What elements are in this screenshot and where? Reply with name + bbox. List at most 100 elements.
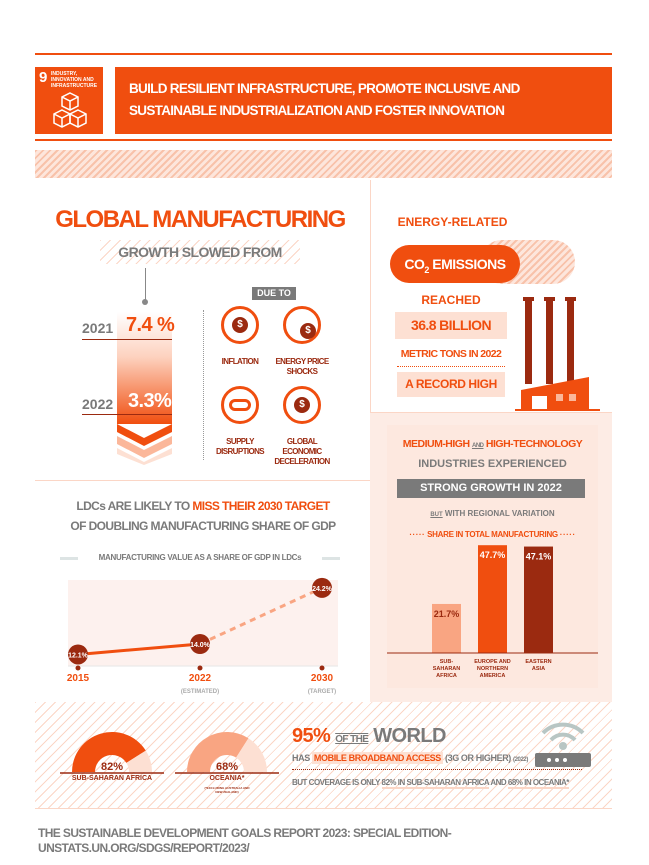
bar-value-label: 47.7%: [480, 550, 506, 560]
data-label: 12.1%: [68, 652, 89, 659]
coverage-line: BUT COVERAGE IS ONLY 82% IN SUB-SAHARAN …: [292, 777, 607, 789]
rule: [82, 414, 172, 415]
category-label: SUB-: [440, 659, 454, 665]
emissions-text: EMISSIONS: [428, 256, 506, 272]
projection-line: [199, 586, 323, 646]
due-to-label: DUE TO: [252, 287, 296, 300]
year-2021: 2021: [82, 320, 114, 336]
dotted-rule: [292, 769, 582, 770]
data-label: 24.2%: [312, 586, 333, 593]
category-label: EASTERN: [525, 659, 551, 665]
cov-b: 82% IN SUB-SAHARAN AFRICA: [381, 778, 489, 789]
category-label: AMERICA: [480, 673, 506, 679]
footer-source: THE SUSTAINABLE DEVELOPMENT GOALS REPORT…: [38, 826, 452, 855]
rule: [35, 808, 612, 809]
deco-bar: [322, 557, 340, 560]
tick-dot: [75, 665, 81, 671]
divider: [35, 480, 370, 481]
data-point: [190, 634, 210, 654]
goal-name: INDUSTRY, INNOVATION AND INFRASTRUCTURE: [51, 71, 98, 89]
broadband-line: HAS MOBILE BROADBAND ACCESS (3G OR HIGHE…: [292, 752, 528, 764]
ldc-title: LDCs ARE LIKELY TO MISS THEIR 2030 TARGE…: [38, 496, 368, 536]
cov-c: AND: [488, 778, 508, 787]
cov-d: 68% IN OCEANIA*: [507, 778, 569, 789]
wifi-router-icon: [535, 722, 591, 767]
mobile-broadband-access: MOBILE BROADBAND ACCESS: [311, 752, 443, 764]
co2-emissions-cloud: CO2 EMISSIONS: [390, 245, 520, 283]
reached-label: REACHED: [421, 293, 481, 307]
title-line: SUSTAINABLE INDUSTRIALIZATION AND FOSTER…: [129, 103, 505, 118]
x-tick-label: 2022: [189, 673, 212, 684]
rule: [82, 339, 172, 340]
subtitle-bg: [100, 240, 300, 264]
bar: [524, 546, 553, 653]
dotted-divider: [203, 310, 204, 460]
gauge-fill: [72, 732, 146, 772]
energy-price-icon: $: [283, 306, 321, 344]
growth-2021: 7.4 %: [126, 314, 175, 336]
bar: [432, 603, 461, 653]
tech-title: MEDIUM-HIGH AND HIGH-TECHNOLOGY: [387, 438, 598, 450]
gauge-value: 68%: [216, 761, 238, 773]
year: (2022): [513, 757, 528, 763]
tech-title-b: HIGH-TECHNOLOGY: [485, 438, 583, 450]
tick-dot: [197, 665, 203, 671]
cause-label: INFLATION: [221, 357, 259, 366]
manufacturing-subtitle: GROWTH SLOWED FROM: [118, 244, 282, 260]
variation-text: WITH REGIONAL VARIATION: [442, 509, 555, 518]
bar-value-label: 47.1%: [526, 552, 552, 562]
x-sublabel: (ESTIMATED): [181, 689, 219, 695]
goal-number: 9: [39, 69, 48, 86]
dotted-rule: [397, 366, 505, 367]
connector: [145, 268, 146, 300]
bar-chart-title-text: SHARE IN TOTAL MANUFACTURING: [427, 530, 558, 539]
category-label: EUROPE AND: [474, 659, 510, 665]
gauge-value: 82%: [101, 761, 123, 773]
of-the: OF THE: [335, 734, 369, 745]
record-high-label: A RECORD HIGH: [397, 372, 505, 397]
cause-label: SUPPLY DISRUPTIONS: [215, 437, 265, 456]
manufacturing-title: GLOBAL MANUFACTURING: [55, 206, 346, 233]
top-rule: [35, 53, 612, 55]
broken-chain-icon: [221, 386, 259, 424]
category-label: ASIA: [532, 666, 545, 672]
cause-label: GLOBAL ECONOMIC DECELERATION: [274, 437, 330, 466]
gauges: 82% 68%: [60, 732, 279, 774]
goal-title: BUILD RESILIENT INFRASTRUCTURE, PROMOTE …: [115, 67, 612, 134]
ldc-title-c: OF DOUBLING MANUFACTURING SHARE OF GDP: [70, 519, 336, 533]
inflation-icon: $: [221, 306, 259, 344]
category-label: SAHARAN: [433, 666, 461, 672]
sdg9-logo: 9 INDUSTRY, INNOVATION AND INFRASTRUCTUR…: [35, 67, 103, 134]
but-word: BUT: [430, 512, 443, 518]
series-line: [77, 642, 201, 656]
decline-icon: $: [283, 386, 321, 424]
decline-arrow: [117, 312, 172, 424]
gauge-region: SUB-SAHARAN AFRICA: [71, 775, 153, 782]
divider: [371, 412, 612, 413]
bar-chart-title: ····· SHARE IN TOTAL MANUFACTURING ·····: [409, 530, 576, 539]
year-2022: 2022: [82, 396, 114, 412]
and-word: AND: [471, 443, 484, 449]
deco-bar: [60, 557, 78, 560]
gauge-fill: [187, 732, 249, 772]
category-label: NORTHERN: [477, 666, 508, 672]
gauge-region: OCEANIA*: [209, 775, 245, 782]
category-label: AFRICA: [436, 673, 457, 679]
tech-title-a: MEDIUM-HIGH: [402, 438, 470, 450]
gauge-remainder: [126, 750, 152, 772]
emissions-label: ENERGY-RELATED: [397, 215, 508, 229]
ldc-title-a: LDCs ARE LIKELY TO: [76, 499, 193, 513]
cubes-icon: [53, 92, 87, 128]
co-text: CO: [404, 256, 425, 272]
gauge-note: (*EXCLUDING AUSTRALIA AND NEW ZEALAND): [204, 786, 250, 794]
tick-dot: [319, 665, 325, 671]
ldc-title-b: MISS THEIR 2030 TARGET: [192, 499, 330, 513]
data-point: [312, 577, 332, 598]
strong-growth-banner: STRONG GROWTH IN 2022: [397, 479, 585, 498]
spec: (3G OR HIGHER): [442, 753, 513, 763]
hatched-band: [35, 150, 612, 178]
world: WORLD: [373, 725, 446, 747]
cause-label: ENERGY PRICE SHOCKS: [275, 357, 329, 376]
growth-2022: 3.3%: [128, 390, 172, 412]
